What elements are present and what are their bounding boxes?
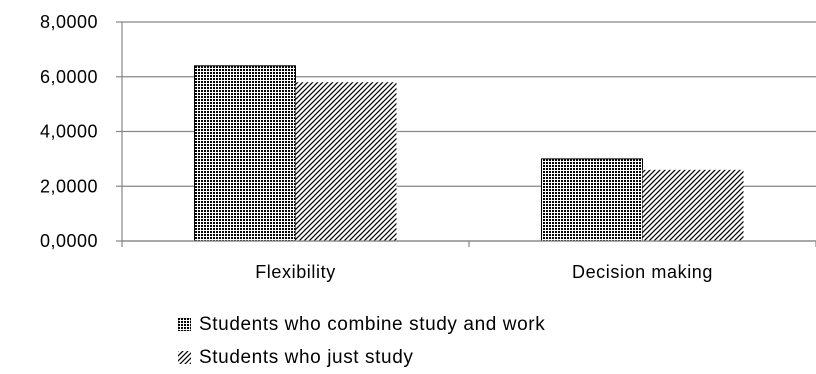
- y-tick-label: 8,0000: [40, 12, 98, 32]
- legend-item-just-study: Students who just study: [178, 341, 798, 374]
- bar-combine-1: [541, 158, 643, 241]
- bar-chart: 0,0000 2,0000 4,0000 6,0000 8,0000 Flexibili…: [40, 12, 816, 282]
- legend-label-just-study: Students who just study: [199, 346, 414, 368]
- bar-just-study-1: [642, 169, 744, 241]
- bar-just-study-0: [295, 82, 397, 241]
- category-labels: Flexibility Decision making: [255, 262, 713, 282]
- legend: Students who combine study and work Stud…: [178, 308, 798, 374]
- y-tick-label: 2,0000: [40, 176, 98, 196]
- y-tick-labels: 0,0000 2,0000 4,0000 6,0000 8,0000: [40, 12, 98, 251]
- x-category-label: Decision making: [572, 262, 713, 282]
- axes: [116, 21, 816, 247]
- y-tick-label: 0,0000: [40, 231, 98, 251]
- bar-combine-0: [194, 65, 296, 241]
- legend-item-combine: Students who combine study and work: [178, 308, 798, 341]
- y-tick-label: 6,0000: [40, 67, 98, 87]
- y-tick-label: 4,0000: [40, 122, 98, 142]
- bars: [194, 65, 744, 242]
- legend-swatch-grid-pattern-icon: [178, 318, 191, 331]
- legend-label-combine: Students who combine study and work: [199, 313, 546, 335]
- x-category-label: Flexibility: [255, 262, 336, 282]
- legend-swatch-diagonal-pattern-icon: [178, 351, 191, 364]
